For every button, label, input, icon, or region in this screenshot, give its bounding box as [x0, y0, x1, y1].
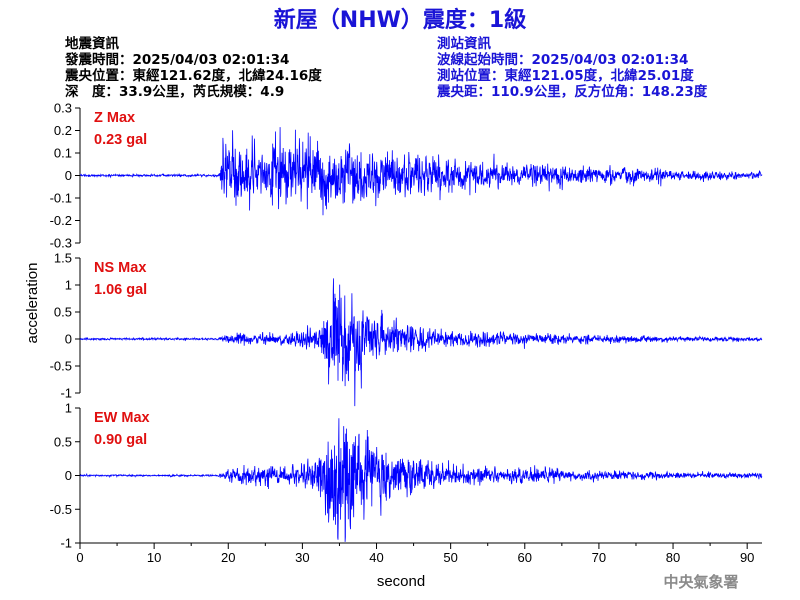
waveform-trace-ew: [79, 418, 763, 542]
panel-ns: 1.5 1 0.5 0 -0.5 -1 NS Max 1.06 gal: [50, 251, 763, 407]
x-tick-label: 90: [740, 550, 754, 565]
y-tick-label: -0.3: [50, 236, 72, 251]
y-tick-label: 0: [65, 468, 72, 483]
y-tick-label: 0.5: [54, 434, 72, 449]
y-tick-label: 1: [65, 278, 72, 293]
max-label-ew: EW Max: [94, 410, 150, 426]
x-tick-label: 80: [666, 550, 680, 565]
y-axis-label: acceleration: [24, 263, 41, 344]
x-tick-label: 50: [443, 550, 457, 565]
y-tick-label: -1: [60, 536, 72, 551]
y-tick-label: -0.5: [50, 359, 72, 374]
max-value-ns: 1.06 gal: [94, 282, 147, 298]
trace-panels: 0.3 0.2 0.1 0 -0.1 -0.2 -0.3 Z Max 0.23 gal 1.5 1 0…: [50, 101, 763, 551]
x-axis: 0 10 20 30 40 50 60 70 80 90: [76, 542, 762, 565]
chart-title: 新屋（NHW）震度：1級: [274, 7, 526, 33]
y-tick-label: -0.2: [50, 213, 72, 228]
max-value-z: 0.23 gal: [94, 132, 147, 148]
max-label-z: Z Max: [94, 110, 135, 126]
agency-footer: 中央氣象署: [663, 573, 738, 591]
earthquake-info-heading: 地震資訊: [65, 35, 119, 52]
max-value-ew: 0.90 gal: [94, 432, 147, 448]
station-location-text: 測站位置：東經121.05度，北緯25.01度: [437, 67, 694, 84]
station-info-heading: 測站資訊: [437, 35, 491, 52]
waveform-trace-ns: [79, 278, 763, 407]
earthquake-info: 地震資訊 發震時間：2025/04/03 02:01:34 震央位置：東經121…: [64, 35, 322, 100]
origin-time-text: 發震時間：2025/04/03 02:01:34: [64, 51, 289, 68]
x-axis-label: second: [377, 573, 425, 590]
max-label-ns: NS Max: [94, 260, 146, 276]
epicentral-distance-text: 震央距：110.9公里，反方位角：148.23度: [436, 83, 708, 100]
epicenter-text: 震央位置：東經121.62度，北緯24.16度: [64, 67, 322, 84]
x-tick-label: 10: [147, 550, 161, 565]
y-tick-label: -0.1: [50, 191, 72, 206]
x-tick-label: 60: [518, 550, 532, 565]
y-tick-label: 0.5: [54, 305, 72, 320]
x-tick-label: 30: [295, 550, 309, 565]
waveform-trace-z: [79, 127, 763, 216]
y-tick-label: 0: [65, 332, 72, 347]
y-tick-label: 0: [65, 168, 72, 183]
y-tick-label: 0.3: [54, 101, 72, 116]
waveform-start-time-text: 波線起始時間：2025/04/03 02:01:34: [437, 51, 688, 68]
y-tick-label: -0.5: [50, 502, 72, 517]
x-tick-label: 20: [221, 550, 235, 565]
x-tick-label: 70: [592, 550, 606, 565]
panel-z: 0.3 0.2 0.1 0 -0.1 -0.2 -0.3 Z Max 0.23 gal: [50, 101, 763, 251]
depth-magnitude-text: 深 度：33.9公里，芮氏規模：4.9: [65, 83, 284, 100]
station-info: 測站資訊 波線起始時間：2025/04/03 02:01:34 測站位置：東經1…: [436, 35, 708, 100]
y-tick-label: -1: [60, 386, 72, 401]
y-tick-label: 0.2: [54, 123, 72, 138]
x-tick-label: 40: [369, 550, 383, 565]
panel-ew: 1 0.5 0 -0.5 -1 EW Max 0.90 gal: [50, 401, 763, 551]
x-tick-label: 0: [76, 550, 83, 565]
y-tick-label: 1: [65, 401, 72, 416]
y-tick-label: 1.5: [54, 251, 72, 266]
y-tick-label: 0.1: [54, 146, 72, 161]
